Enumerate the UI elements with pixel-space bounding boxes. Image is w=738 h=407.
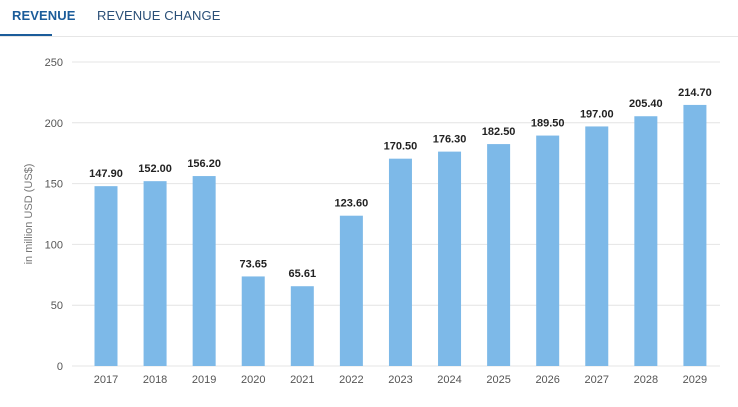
y-tick-label: 50 <box>51 300 63 312</box>
data-label-2025: 182.50 <box>482 126 516 138</box>
bar-2027[interactable] <box>585 126 609 366</box>
tab-bar: REVENUE REVENUE CHANGE <box>0 0 738 37</box>
bar-2018[interactable] <box>143 181 167 366</box>
data-label-2020: 73.65 <box>239 258 267 270</box>
y-tick-label: 0 <box>57 361 63 373</box>
x-tick-label: 2027 <box>585 374 609 386</box>
bar-2025[interactable] <box>487 144 511 366</box>
data-label-2026: 189.50 <box>531 118 565 130</box>
bar-2021[interactable] <box>290 286 314 366</box>
revenue-bar-chart: 0 50 100 150 200 250 in million USD (US$) 147… <box>23 57 720 386</box>
data-label-2028: 205.40 <box>629 98 663 110</box>
active-tab-indicator <box>0 34 52 36</box>
bar-2024[interactable] <box>438 151 462 366</box>
bar-2019[interactable] <box>192 176 216 366</box>
bars <box>94 104 707 366</box>
x-tick-label: 2025 <box>486 374 510 386</box>
x-axis-ticks: 2017 2018 2019 2020 2021 2022 2023 2024 2025 2026… <box>94 374 707 386</box>
x-tick-label: 2026 <box>535 374 559 386</box>
bar-2022[interactable] <box>339 215 363 366</box>
tab-revenue[interactable]: REVENUE <box>12 8 76 23</box>
y-tick-label: 200 <box>45 118 63 130</box>
x-tick-label: 2017 <box>94 374 118 386</box>
y-tick-label: 250 <box>45 57 63 69</box>
bar-2020[interactable] <box>241 276 265 366</box>
bar-2017[interactable] <box>94 186 118 366</box>
x-tick-label: 2021 <box>290 374 314 386</box>
bar-2026[interactable] <box>536 135 560 366</box>
data-label-2022: 123.60 <box>335 198 369 210</box>
x-tick-label: 2020 <box>241 374 265 386</box>
y-tick-label: 150 <box>45 179 63 191</box>
x-tick-label: 2023 <box>388 374 412 386</box>
data-label-2029: 214.70 <box>678 87 712 99</box>
tab-revenue-change[interactable]: REVENUE CHANGE <box>97 8 221 23</box>
bar-2023[interactable] <box>388 158 412 366</box>
data-label-2024: 176.30 <box>433 134 467 146</box>
data-label-2023: 170.50 <box>384 141 418 153</box>
x-tick-label: 2024 <box>437 374 461 386</box>
x-tick-label: 2018 <box>143 374 167 386</box>
y-axis-label: in million USD (US$) <box>23 164 35 265</box>
x-tick-label: 2028 <box>634 374 658 386</box>
bar-2029[interactable] <box>683 104 707 366</box>
x-tick-label: 2022 <box>339 374 363 386</box>
y-tick-label: 100 <box>45 239 63 251</box>
data-label-2018: 152.00 <box>138 163 172 175</box>
x-tick-label: 2029 <box>683 374 707 386</box>
data-label-2017: 147.90 <box>89 168 123 180</box>
data-label-2027: 197.00 <box>580 108 614 120</box>
gridlines <box>72 61 720 367</box>
bar-2028[interactable] <box>634 116 658 366</box>
x-tick-label: 2019 <box>192 374 216 386</box>
data-label-2019: 156.20 <box>187 158 221 170</box>
data-labels: 147.90 152.00 156.20 73.65 65.61 123.60 170.50… <box>89 87 712 280</box>
data-label-2021: 65.61 <box>289 268 317 280</box>
y-axis-ticks: 0 50 100 150 200 250 <box>45 57 63 373</box>
